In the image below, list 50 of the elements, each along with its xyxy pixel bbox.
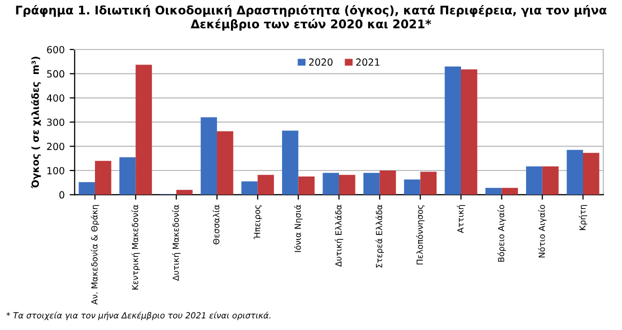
y-tick-label: 600 [47,46,64,54]
bar [583,152,600,195]
bar [322,172,339,195]
x-tick-label: Ιόνια Νησιά [294,204,303,252]
bar [258,174,274,195]
x-tick-label: Αττική [456,205,466,234]
x-tick-label: Βόρειο Αιγαίο [497,204,506,262]
x-tick-label: Νότιο Αιγαίο [538,204,547,258]
legend-label: 2021 [356,58,380,66]
bar [216,131,234,195]
bar [502,188,518,195]
bar [380,170,396,195]
bar [78,182,95,195]
y-tick-label: 500 [47,70,64,78]
bar [119,157,136,195]
x-tick-label: Πελοπόννησος [416,205,425,264]
bar [485,188,502,195]
bar [176,190,193,195]
x-tick-label: Θεσσαλία [212,204,220,244]
legend-label: 2020 [309,58,333,66]
x-tick-label: Κρήτη [578,205,588,230]
x-tick-label: Κεντρική Μακεδονία [131,204,140,290]
bar [298,176,315,195]
bar [566,150,584,195]
bar [404,179,420,195]
x-tick-label: Αν. Μακεδονία & Θράκη [90,205,100,305]
bar [363,172,380,195]
bar [338,174,356,195]
y-tick-label: 200 [47,142,64,150]
bar [444,66,461,195]
x-tick-label: Ήπειρος [253,205,262,240]
bar [461,69,478,195]
text: * Τα στοιχεία για τον μήνα Δεκέμβριο του 2021 είναι οριστικά. [6,312,270,320]
bar [542,166,559,195]
y-tick-label: 100 [47,166,64,174]
bar [136,64,152,195]
y-axis-title: Όγκος ( σε χιλιάδες m³) [31,56,41,188]
bar [526,166,542,195]
bar [420,172,437,195]
bar [241,181,258,195]
y-tick-label: 400 [46,94,64,102]
x-tick-label: Δυτική Μακεδονία [172,204,181,281]
chart-title: Γράφημα 1. Ιδιωτική Οικοδομική Δραστηριότητα (όγκος), κατά Περιφέρεια, για τον μήνα Δεκέμβριο των ετών 2020 και 2021* [16,4,606,31]
y-tick-label: 300 [47,118,64,126]
bar [94,160,112,195]
bar [282,130,298,195]
x-tick-label: Δυτική Ελλάδα [334,204,344,267]
x-tick-label: Στερεά Ελλάδα [375,204,384,268]
y-tick-label: 0 [59,191,64,199]
bar [200,117,217,195]
